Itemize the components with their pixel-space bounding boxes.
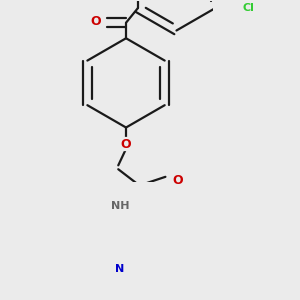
Text: N: N [116, 264, 125, 274]
Text: NH: NH [111, 201, 130, 211]
Text: O: O [121, 137, 131, 151]
Text: O: O [172, 174, 183, 188]
Text: O: O [91, 15, 101, 28]
Text: Cl: Cl [242, 3, 254, 13]
